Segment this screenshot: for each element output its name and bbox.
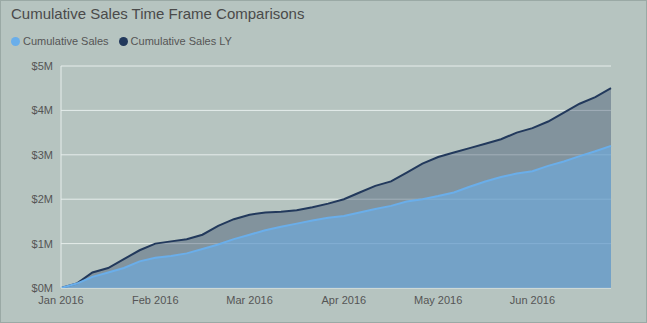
svg-text:Jan 2016: Jan 2016 bbox=[38, 294, 83, 306]
html-text:Cumulative Sales LY: Cumulative Sales LY bbox=[130, 35, 232, 47]
html-text:Cumulative Sales: Cumulative Sales bbox=[23, 35, 109, 47]
svg-text:$3M: $3M bbox=[32, 149, 53, 161]
svg-text:$2M: $2M bbox=[32, 193, 53, 205]
svg-text:$4M: $4M bbox=[32, 104, 53, 116]
svg-text:Apr 2016: Apr 2016 bbox=[322, 294, 367, 306]
svg-text:Jun 2016: Jun 2016 bbox=[510, 294, 555, 306]
svg-text:$1M: $1M bbox=[32, 238, 53, 250]
svg-text:May 2016: May 2016 bbox=[414, 294, 462, 306]
svg-text:Mar 2016: Mar 2016 bbox=[226, 294, 272, 306]
svg-text:Feb 2016: Feb 2016 bbox=[132, 294, 178, 306]
html-text:Cumulative Sales Time Frame Co: Cumulative Sales Time Frame Comparisons bbox=[11, 5, 305, 22]
svg-text:$5M: $5M bbox=[32, 60, 53, 72]
svg-text:$0M: $0M bbox=[32, 282, 53, 294]
